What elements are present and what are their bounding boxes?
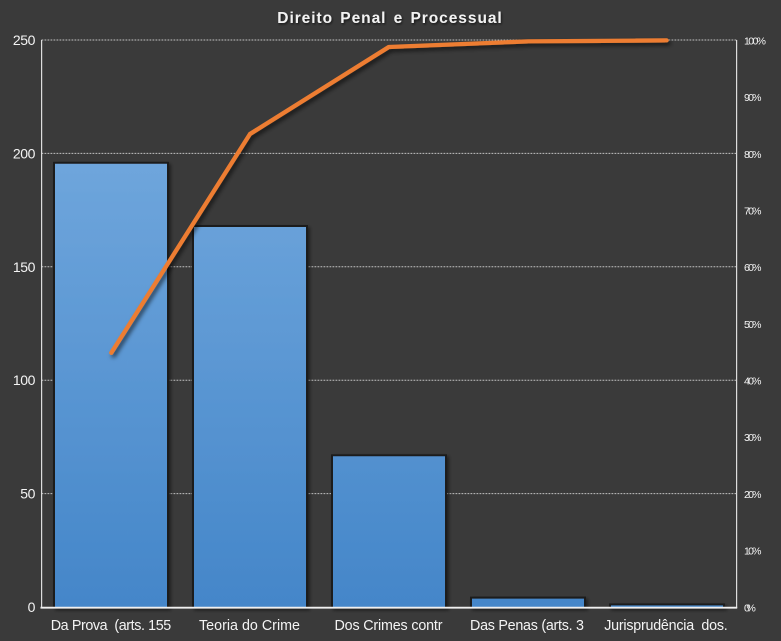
svg-text:Jurisprudência dos.: Jurisprudência dos. <box>604 618 728 634</box>
svg-text:Das Penas (arts. 3: Das Penas (arts. 3 <box>470 618 584 634</box>
svg-text:50: 50 <box>20 486 35 502</box>
svg-text:100: 100 <box>13 372 36 388</box>
svg-text:90%: 90% <box>744 92 762 104</box>
svg-text:30%: 30% <box>744 432 762 444</box>
svg-text:50%: 50% <box>744 319 762 331</box>
svg-text:Direito Penal e Processual: Direito Penal e Processual <box>277 10 502 27</box>
svg-text:0%: 0% <box>744 602 756 614</box>
svg-text:0: 0 <box>28 599 36 615</box>
svg-text:Da Prova (arts. 155: Da Prova (arts. 155 <box>51 618 172 634</box>
svg-text:Dos Crimes contr: Dos Crimes contr <box>335 618 443 634</box>
svg-text:250: 250 <box>13 32 36 48</box>
svg-text:150: 150 <box>13 259 36 275</box>
svg-text:70%: 70% <box>744 206 762 218</box>
svg-text:80%: 80% <box>744 149 762 161</box>
svg-text:Teoria do Crime: Teoria do Crime <box>199 618 300 634</box>
svg-text:40%: 40% <box>744 376 762 388</box>
svg-text:20%: 20% <box>744 489 762 501</box>
svg-text:200: 200 <box>13 145 36 161</box>
svg-text:100%: 100% <box>744 35 766 47</box>
svg-text:60%: 60% <box>744 262 762 274</box>
svg-text:10%: 10% <box>744 546 762 558</box>
